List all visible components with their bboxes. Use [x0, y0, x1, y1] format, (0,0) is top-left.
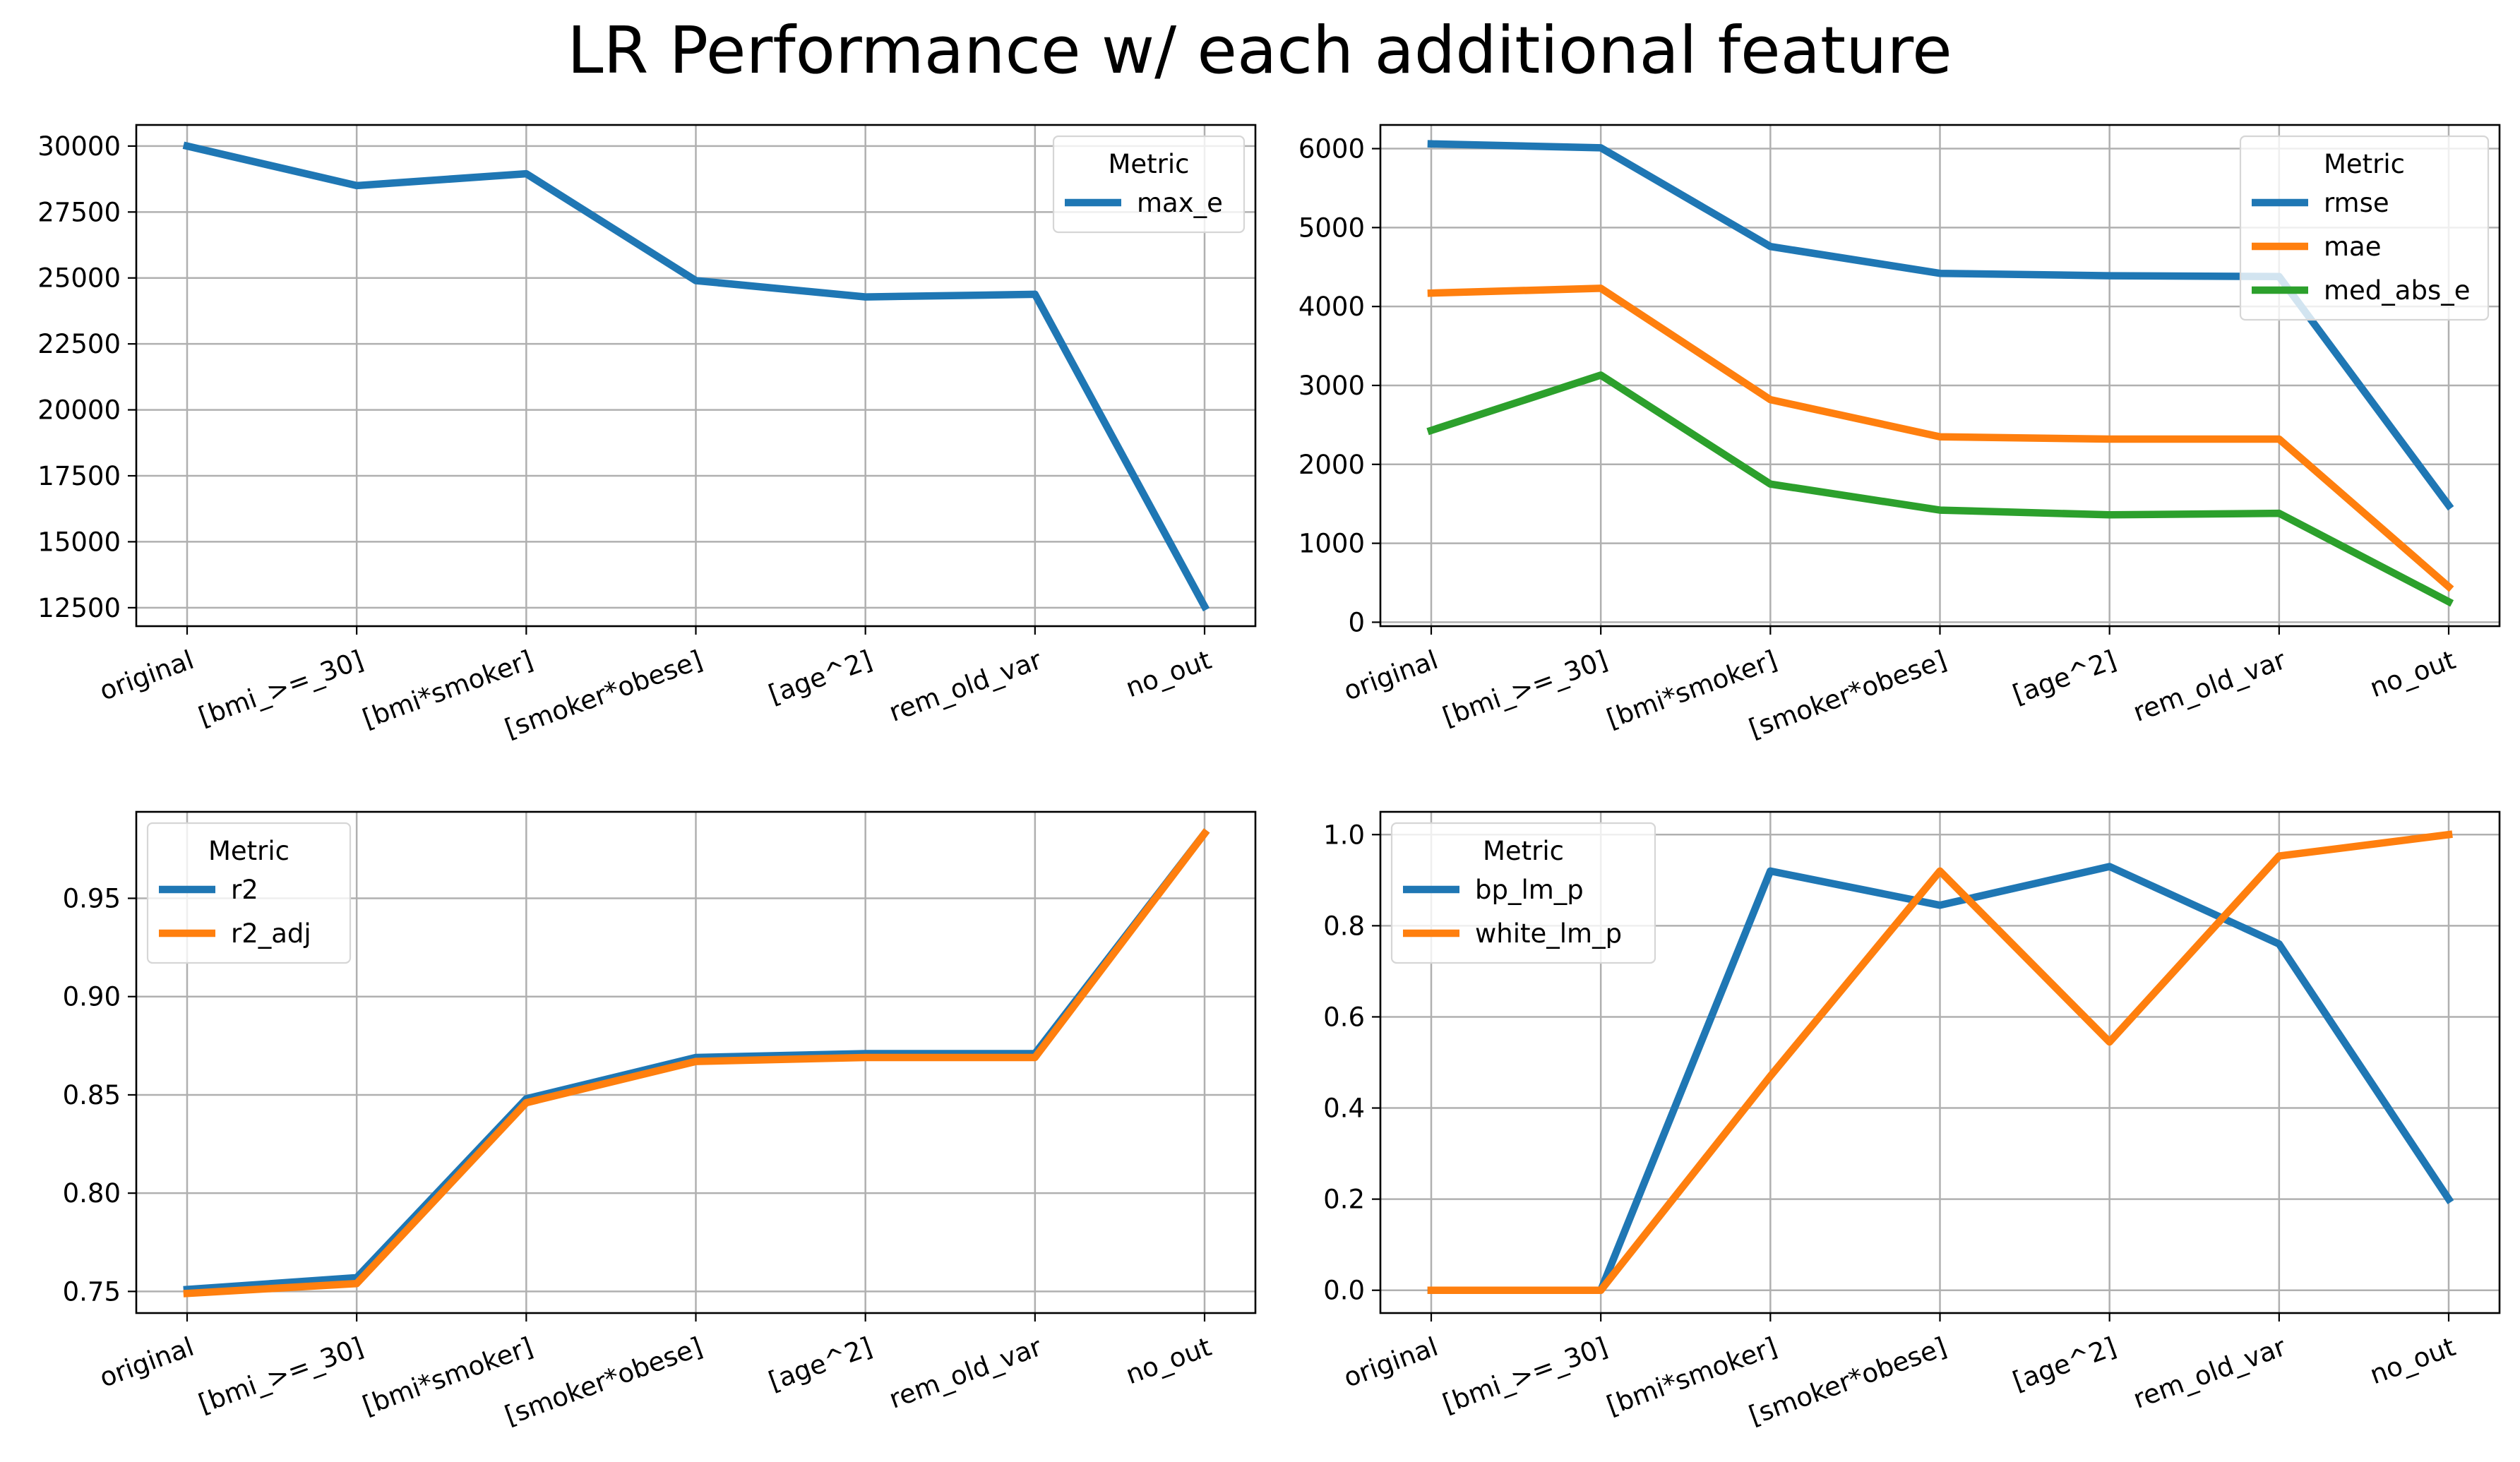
legend-label-max-e: max_e	[1137, 188, 1223, 218]
axes-frame	[135, 810, 1257, 1314]
legend: Metric rmse mae med_abs_e	[2239, 135, 2490, 321]
series-line-mae	[1427, 284, 2454, 592]
axes-frame	[1379, 810, 2501, 1314]
legend-box	[2239, 135, 2490, 321]
legend: Metric r2 r2_adj	[146, 822, 352, 964]
legend-box	[146, 822, 352, 964]
series-line-med-abs-e	[1426, 371, 2454, 607]
chart-panel-lm-p-values: original[bmi_>=_30][bmi*smoker][smoker*o…	[1323, 810, 2501, 1431]
legend: Metric max_e	[1052, 135, 1246, 234]
legend-label-bp-lm-p: bp_lm_p	[1475, 875, 1584, 905]
y-tick-label: 0.90	[63, 982, 121, 1012]
legend-label-mae: mae	[2324, 232, 2381, 262]
y-tick-label: 20000	[37, 395, 121, 426]
legend-box	[1052, 135, 1246, 234]
series-line-r2-adj	[183, 828, 1210, 1298]
y-tick-label: 0.80	[63, 1178, 121, 1209]
axes-frame	[135, 124, 1257, 628]
y-tick-label: 0.85	[63, 1080, 121, 1110]
series-line-white-lm-p	[1427, 830, 2453, 1294]
y-tick-label: 1.0	[1323, 820, 1365, 850]
y-tick-label: 0	[1348, 607, 1365, 637]
legend-title: Metric	[2324, 149, 2405, 179]
y-tick-label: 25000	[37, 263, 121, 294]
y-tick-label: 4000	[1298, 292, 1365, 322]
legend-label-white-lm-p: white_lm_p	[1475, 918, 1622, 949]
chart-panel-error-metrics: original[bmi_>=_30][bmi*smoker][smoker*o…	[1298, 124, 2501, 744]
y-tick-label: 17500	[37, 461, 121, 491]
y-tick-label: 0.4	[1323, 1093, 1365, 1124]
y-tick-label: 30000	[37, 131, 121, 162]
y-tick-label: 12500	[37, 593, 121, 623]
y-tick-label: 0.6	[1323, 1002, 1365, 1032]
y-tick-label: 0.8	[1323, 911, 1365, 941]
y-tick-label: 3000	[1298, 371, 1365, 401]
legend-label-r2-adj: r2_adj	[231, 918, 311, 949]
y-tick-label: 5000	[1298, 212, 1365, 243]
y-tick-label: 15000	[37, 527, 121, 557]
y-tick-label: 0.75	[63, 1276, 121, 1307]
axes-frame	[1379, 124, 2501, 628]
legend-box	[1390, 822, 1656, 964]
figure-title: LR Performance w/ each additional featur…	[567, 13, 1952, 88]
y-tick-label: 6000	[1298, 134, 1365, 164]
y-tick-label: 0.95	[63, 884, 121, 914]
legend-label-med-abs-e: med_abs_e	[2324, 275, 2471, 306]
y-tick-label: 1000	[1298, 529, 1365, 559]
legend-title: Metric	[1483, 836, 1564, 866]
y-tick-label: 2000	[1298, 450, 1365, 480]
legend-label-r2: r2	[231, 875, 258, 905]
y-tick-label: 22500	[37, 329, 121, 359]
y-tick-label: 0.2	[1323, 1185, 1365, 1215]
series-line-max-e	[182, 141, 1210, 612]
y-tick-label: 27500	[37, 197, 121, 227]
legend-label-rmse: rmse	[2324, 188, 2389, 218]
legend-title: Metric	[1108, 149, 1189, 179]
legend-title: Metric	[208, 836, 289, 866]
y-tick-label: 0.0	[1323, 1276, 1365, 1306]
chart-panel-max-error: original[bmi_>=_30][bmi*smoker][smoker*o…	[37, 124, 1257, 744]
legend: Metric bp_lm_p white_lm_p	[1390, 822, 1656, 964]
